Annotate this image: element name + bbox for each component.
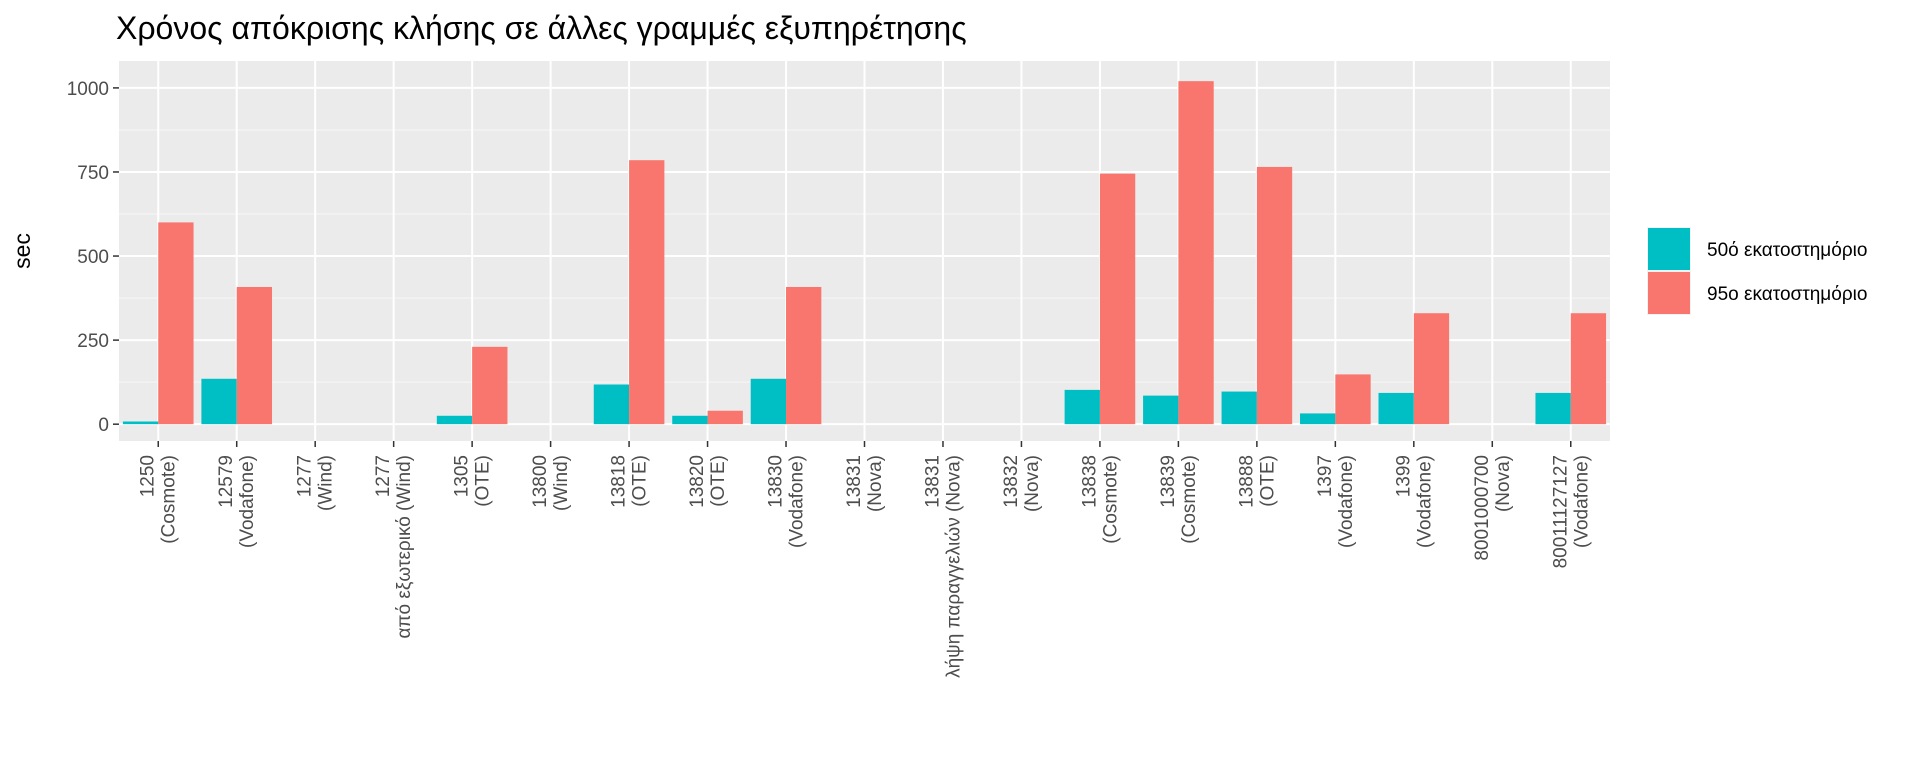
x-tick-label-line: 1397 [1315, 455, 1336, 497]
x-tick-label-line: λήψη παραγγελιών (Nova) [943, 455, 964, 678]
bar-p95-13 [1178, 81, 1214, 425]
legend-swatch [1648, 272, 1690, 314]
y-tick-label: 750 [77, 163, 109, 184]
y-tick-label: 500 [77, 247, 109, 268]
x-tick-label-18: 80011127127 (Vodafone) [1550, 455, 1592, 568]
bar-p50-0 [122, 421, 159, 425]
bar-p95-8 [786, 286, 822, 425]
x-tick-label-line: (Vodafone) [1414, 455, 1435, 548]
bar-p50-6 [593, 384, 630, 425]
x-tick-label-13: 13839 (Cosmote) [1158, 455, 1200, 544]
x-tick-label-12: 13838 (Cosmote) [1079, 455, 1121, 544]
bar-p95-15 [1335, 374, 1371, 425]
x-tick-label-line: (Wind) [316, 455, 337, 511]
x-tick-label-16: 1399 (Vodafone) [1393, 455, 1435, 548]
x-tick-label-line: 12579 [216, 455, 237, 508]
x-tick-label-17: 8001000700 (Nova) [1472, 455, 1514, 561]
y-tick-label: 250 [77, 331, 109, 352]
y-tick-label: 1000 [67, 79, 109, 100]
x-tick-label-2: 1277 (Wind) [295, 455, 337, 511]
x-tick-label-line: 13831 [844, 455, 865, 508]
x-tick-label-4: 1305 (OTE) [452, 455, 494, 507]
bar-p50-16 [1378, 392, 1414, 425]
bar-p95-18 [1570, 313, 1607, 425]
x-tick-label-line: (OTE) [473, 455, 494, 507]
x-tick-label-15: 1397 (Vodafone) [1315, 455, 1357, 548]
bar-p95-12 [1099, 173, 1136, 425]
x-tick-label-line: 13839 [1158, 455, 1179, 508]
x-tick-label-line: 1277 [373, 455, 394, 497]
x-tick-label-line: 1250 [138, 455, 159, 497]
bars [122, 81, 1607, 425]
legend-label: 50ό εκατοστημόριο [1707, 240, 1867, 261]
bar-p50-1 [201, 378, 237, 425]
x-tick-label-line: (Nova) [1022, 455, 1043, 512]
x-tick-label-line: 1399 [1393, 455, 1414, 497]
bar-p95-4 [472, 346, 508, 425]
x-tick-label-line: (Cosmote) [1100, 455, 1121, 544]
x-tick-label-line: (Wind) [551, 455, 572, 511]
bar-p95-16 [1413, 313, 1450, 425]
bar-p50-15 [1300, 413, 1336, 425]
x-tick-label-line: (OTE) [630, 455, 651, 507]
x-tick-label-line: (Vodafone) [237, 455, 258, 548]
x-tick-label-line: (Vodafone) [787, 455, 808, 548]
x-tick-label-3: 1277 από εξωτερικό (Wind) [373, 455, 415, 639]
x-tick-label-line: (OTE) [708, 455, 729, 507]
bar-p50-8 [750, 378, 787, 425]
x-tick-label-line: (Nova) [1493, 455, 1514, 512]
legend-swatch [1648, 228, 1690, 270]
x-tick-label-line: 13830 [766, 455, 787, 508]
bar-p50-14 [1221, 391, 1257, 425]
bar-p50-18 [1535, 392, 1571, 425]
x-tick-label-line: (Cosmote) [1179, 455, 1200, 544]
x-tick-label-14: 13888 (OTE) [1236, 455, 1278, 508]
x-tick-label-9: 13831 (Nova) [844, 455, 886, 512]
bar-p95-1 [236, 286, 273, 425]
x-tick-label-line: (Cosmote) [159, 455, 180, 544]
bar-p95-6 [629, 160, 665, 425]
x-tick-label-line: 13832 [1001, 455, 1022, 508]
x-tick-label-10: 13831 λήψη παραγγελιών (Nova) [922, 455, 964, 678]
x-tick-label-line: 13831 [922, 455, 943, 508]
x-tick-label-line: από εξωτερικό (Wind) [394, 455, 415, 639]
x-tick-label-line: 13838 [1079, 455, 1100, 508]
x-tick-label-line: (Vodafone) [1336, 455, 1357, 548]
bar-p50-12 [1064, 389, 1100, 425]
bar-p50-4 [436, 415, 473, 425]
bar-p95-14 [1256, 166, 1293, 425]
x-tick-label-1: 12579 (Vodafone) [216, 455, 258, 548]
x-tick-label-line: 13888 [1236, 455, 1257, 508]
x-tick-label-line: 13820 [687, 455, 708, 508]
x-tick-label-line: 13800 [530, 455, 551, 508]
legend: 50ό εκατοστημόριο 95ο εκατοστημόριο [1647, 227, 1867, 315]
x-tick-label-8: 13830 (Vodafone) [766, 455, 808, 548]
x-tick-label-line: 1305 [452, 455, 473, 497]
x-tick-label-line: 80011127127 [1550, 455, 1571, 568]
bar-p50-13 [1143, 395, 1179, 425]
grid-lines [119, 61, 1610, 441]
y-tick-label: 0 [98, 415, 109, 436]
x-tick-label-line: 13818 [609, 455, 630, 508]
chart-title: Χρόνος απόκρισης κλήσης σε άλλες γραμμές… [116, 10, 967, 46]
x-tick-label-6: 13818 (OTE) [609, 455, 651, 508]
x-tick-label-line: 8001000700 [1472, 455, 1493, 561]
x-tick-label-line: (OTE) [1257, 455, 1278, 507]
x-tick-label-5: 13800 (Wind) [530, 455, 572, 511]
x-tick-label-11: 13832 (Nova) [1001, 455, 1043, 512]
x-tick-label-line: 1277 [295, 455, 316, 497]
legend-label: 95ο εκατοστημόριο [1707, 284, 1867, 305]
bar-p95-7 [707, 410, 743, 425]
x-tick-label-0: 1250 (Cosmote) [138, 455, 180, 544]
bar-p50-7 [672, 415, 708, 425]
bar-p95-0 [158, 222, 194, 425]
x-tick-label-line: (Vodafone) [1571, 455, 1592, 548]
y-axis-title: sec [9, 233, 35, 269]
x-tick-label-7: 13820 (OTE) [687, 455, 729, 508]
x-tick-label-line: (Nova) [865, 455, 886, 512]
